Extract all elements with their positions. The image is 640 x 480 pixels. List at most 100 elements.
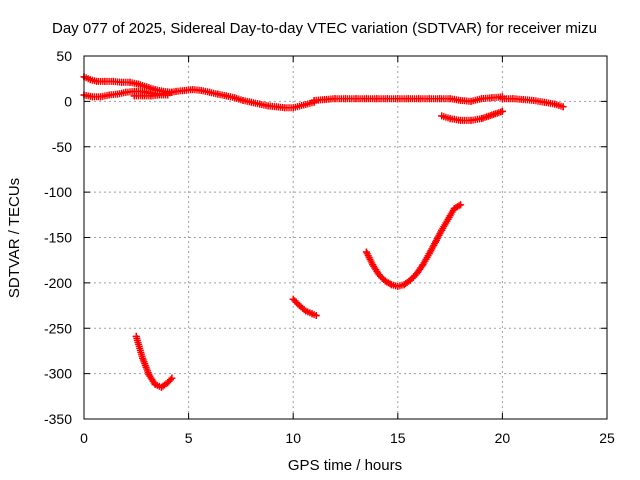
data-point — [168, 374, 176, 382]
data-point — [126, 78, 134, 86]
data-point — [352, 95, 360, 103]
x-tick-label: 15 — [390, 430, 406, 446]
data-point — [362, 95, 370, 103]
data-point — [519, 96, 527, 104]
data-point — [139, 92, 147, 100]
data-point — [247, 98, 255, 106]
data-point — [467, 97, 475, 105]
y-tick-label: 50 — [56, 48, 72, 64]
data-point — [231, 94, 239, 102]
data-point — [300, 101, 308, 109]
data-point — [375, 271, 383, 279]
data-point — [373, 95, 381, 103]
data-point — [394, 95, 402, 103]
data-point — [415, 95, 423, 103]
data-point — [118, 78, 126, 86]
data-point — [155, 91, 163, 99]
grid-lines — [84, 56, 607, 419]
data-point — [404, 95, 412, 103]
data-point — [139, 354, 147, 362]
data-point — [105, 91, 113, 99]
data-point — [457, 116, 465, 124]
data-point — [312, 312, 320, 320]
data-point — [88, 93, 96, 101]
data-point — [289, 104, 297, 112]
data-point — [477, 95, 485, 103]
series-arc-3 — [130, 91, 172, 100]
data-point — [97, 93, 105, 101]
series-arc-8 — [289, 295, 320, 320]
data-point — [272, 103, 280, 111]
series-arc-9 — [362, 201, 465, 291]
data-point — [450, 204, 458, 212]
x-axis-label: GPS time / hours — [288, 457, 402, 474]
data-point — [369, 261, 377, 269]
data-point — [101, 77, 109, 85]
data-point — [109, 77, 117, 85]
data-point — [122, 88, 130, 96]
data-point — [264, 102, 272, 110]
y-tick-label: -100 — [44, 184, 72, 200]
x-tick-label: 25 — [599, 430, 615, 446]
data-point — [438, 226, 446, 234]
x-tick-label: 20 — [495, 430, 511, 446]
axis-ticks: 0 5 10 15 20 25 50 0 -50 -100 -150 -200 -250 -300 -350 — [44, 48, 615, 446]
data-point — [222, 92, 230, 100]
data-point — [444, 215, 452, 223]
data-point — [93, 77, 101, 85]
y-tick-label: 0 — [64, 93, 72, 109]
data-point — [413, 270, 421, 278]
data-point — [308, 310, 316, 318]
data-point — [394, 283, 402, 291]
data-point — [457, 96, 465, 104]
data-point — [289, 295, 297, 303]
data-point — [425, 95, 433, 103]
data-point — [134, 80, 142, 88]
y-tick-label: -200 — [44, 275, 72, 291]
data-point — [446, 95, 454, 103]
data-point — [362, 248, 370, 256]
data-point — [86, 76, 94, 84]
y-tick-label: -350 — [44, 411, 72, 427]
data-point — [436, 95, 444, 103]
data-point — [431, 238, 439, 246]
y-axis-label: SDTVAR / TECUs — [6, 178, 23, 298]
data-point — [132, 332, 140, 340]
data-points — [80, 73, 567, 391]
data-point — [559, 103, 567, 111]
y-tick-label: -150 — [44, 230, 72, 246]
data-point — [425, 250, 433, 258]
x-tick-label: 10 — [285, 430, 301, 446]
data-point — [164, 91, 172, 99]
data-point — [321, 96, 329, 104]
data-point — [467, 116, 475, 124]
y-tick-label: -50 — [52, 139, 72, 155]
data-point — [172, 87, 180, 95]
data-point — [383, 95, 391, 103]
data-point — [331, 95, 339, 103]
data-point — [509, 95, 517, 103]
y-tick-label: -250 — [44, 320, 72, 336]
data-point — [206, 88, 214, 96]
data-point — [281, 104, 289, 112]
data-point — [145, 371, 153, 379]
data-point — [302, 307, 310, 315]
x-tick-label: 0 — [80, 430, 88, 446]
y-tick-label: -300 — [44, 366, 72, 382]
data-point — [295, 302, 303, 310]
x-tick-label: 5 — [185, 430, 193, 446]
data-point — [157, 383, 165, 391]
data-point — [457, 201, 465, 209]
data-point — [189, 86, 197, 94]
data-point — [488, 94, 496, 102]
series-arc-7 — [132, 332, 176, 391]
data-point — [239, 96, 247, 104]
data-point — [498, 95, 506, 103]
data-point — [256, 100, 264, 108]
data-point — [388, 281, 396, 289]
data-point — [530, 96, 538, 104]
data-point — [498, 107, 506, 115]
data-point — [488, 111, 496, 119]
data-point — [419, 261, 427, 269]
